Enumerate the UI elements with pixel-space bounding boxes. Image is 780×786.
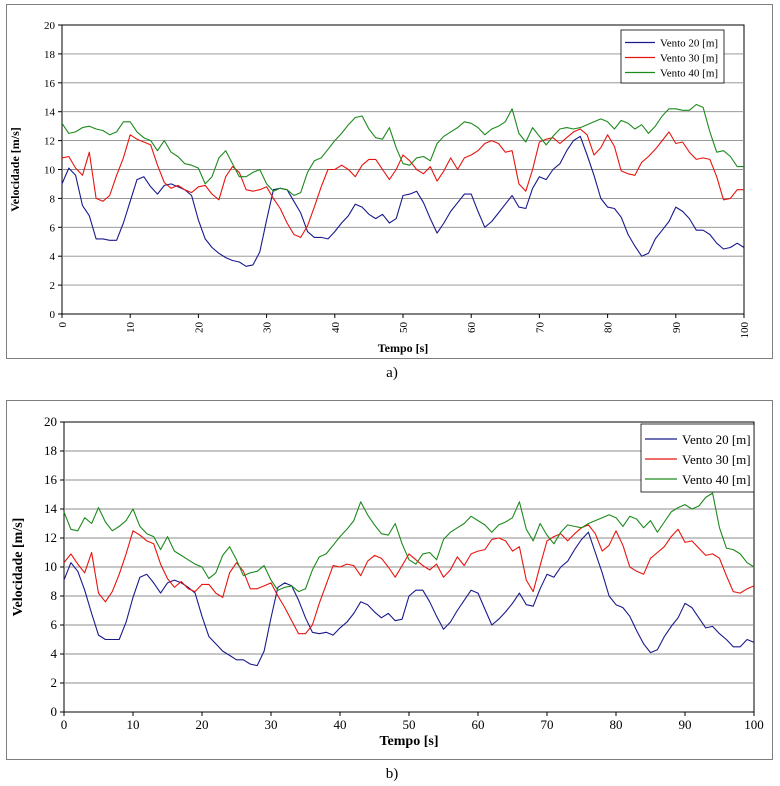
- x-tick-label-b: 50: [403, 717, 416, 732]
- legend-label-b-0: Vento 20 [m]: [682, 432, 751, 447]
- y-tick-label-b: 16: [44, 472, 58, 487]
- x-tick-label-b: 40: [334, 717, 347, 732]
- series-line-b-2: [63, 492, 755, 593]
- x-tick-label-a: 60: [466, 322, 478, 334]
- x-tick-label-b: 60: [472, 717, 485, 732]
- y-axis-label-a: Velocidade [m/s]: [8, 127, 22, 212]
- x-tick-label-b: 90: [679, 717, 692, 732]
- x-tick-label-a: 90: [671, 322, 683, 334]
- y-tick-label-a: 8: [50, 193, 56, 205]
- chart-panel-b: 0 2 4 6 8 10 12 14 16 18 20 0 10 20 30 40 50 60 70 80 90 100 T…: [6, 400, 773, 760]
- chart-panel-a: 0 2 4 6 8 10 12 14 16 18 20 0 10 20 30 40 50 60 70 80 90 100 T…: [6, 4, 773, 359]
- x-tick-label-a: 10: [125, 322, 137, 334]
- x-tick-label-b: 30: [265, 717, 278, 732]
- y-tick-label-b: 20: [44, 414, 57, 429]
- y-tick-label-a: 18: [44, 49, 56, 61]
- x-tick-label-a: 80: [603, 322, 615, 334]
- x-tick-label-a: 0: [57, 322, 69, 328]
- y-tick-label-a: 4: [50, 251, 56, 263]
- caption-a: a): [386, 365, 398, 381]
- y-tick-label-b: 10: [44, 559, 57, 574]
- x-tick-label-a: 30: [262, 322, 274, 334]
- legend-label-a-0: Vento 20 [m]: [660, 38, 718, 50]
- legend-label-b-2: Vento 40 [m]: [682, 472, 751, 487]
- y-tick-label-b: 0: [51, 704, 58, 719]
- y-tick-label-a: 6: [50, 222, 56, 234]
- y-tick-label-a: 10: [44, 165, 56, 177]
- y-tick-label-a: 14: [44, 107, 56, 119]
- y-tick-label-a: 12: [44, 136, 55, 148]
- x-tick-label-a: 40: [330, 322, 342, 334]
- series-line-b-1: [63, 524, 755, 635]
- y-tick-label-b: 4: [51, 646, 58, 661]
- y-axis-label-b: Velocidade [m/s]: [11, 518, 26, 617]
- caption-b: b): [385, 766, 399, 782]
- series-line-b-0: [63, 531, 755, 667]
- y-tick-label-b: 12: [44, 530, 57, 545]
- legend-box-b: [640, 423, 755, 493]
- x-tick-label-b: 10: [127, 717, 140, 732]
- legend-box-a: [620, 29, 725, 84]
- y-tick-label-b: 18: [44, 443, 57, 458]
- y-tick-label-b: 8: [51, 588, 58, 603]
- y-tick-label-b: 14: [44, 501, 58, 516]
- y-tick-label-a: 2: [50, 280, 56, 292]
- x-tick-label-a: 50: [398, 322, 410, 334]
- x-axis-label-b: Tempo [s]: [380, 734, 439, 749]
- y-tick-label-a: 16: [44, 78, 56, 90]
- series-line-a-1: [61, 128, 744, 238]
- legend-label-a-1: Vento 30 [m]: [660, 53, 718, 65]
- x-tick-label-b: 100: [744, 717, 764, 732]
- y-tick-label-a: 20: [44, 20, 56, 32]
- chart-b-svg: 0 2 4 6 8 10 12 14 16 18 20 0 10 20 30 40 50 60 70 80 90 100 T…: [11, 414, 764, 749]
- y-tick-label-b: 6: [51, 617, 58, 632]
- y-tick-label-a: 0: [50, 309, 56, 321]
- legend-label-a-2: Vento 40 [m]: [660, 68, 718, 80]
- x-tick-label-a: 100: [739, 322, 751, 339]
- chart-a-svg: 0 2 4 6 8 10 12 14 16 18 20 0 10 20 30 40 50 60 70 80 90 100 T…: [8, 20, 751, 355]
- series-line-a-2: [61, 103, 744, 197]
- x-axis-label-a: Tempo [s]: [378, 341, 429, 355]
- legend-label-b-1: Vento 30 [m]: [682, 452, 751, 467]
- x-tick-label-b: 20: [196, 717, 209, 732]
- x-tick-label-a: 70: [534, 322, 546, 334]
- y-tick-label-b: 2: [51, 675, 58, 690]
- x-tick-label-a: 20: [193, 322, 205, 334]
- x-tick-label-b: 70: [541, 717, 554, 732]
- x-tick-label-b: 0: [61, 717, 68, 732]
- x-tick-label-b: 80: [610, 717, 623, 732]
